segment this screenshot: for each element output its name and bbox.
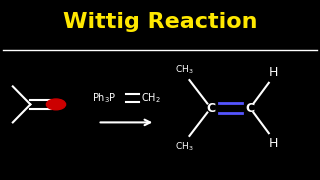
Text: Wittig Reaction: Wittig Reaction: [63, 12, 257, 32]
Text: CH$_3$: CH$_3$: [175, 63, 193, 76]
Text: CH$_2$: CH$_2$: [140, 91, 160, 105]
Text: C: C: [245, 102, 254, 114]
Text: Ph$_3$P: Ph$_3$P: [92, 91, 116, 105]
Text: CH$_3$: CH$_3$: [175, 140, 193, 153]
Text: C: C: [207, 102, 216, 114]
Circle shape: [46, 99, 66, 110]
Text: H: H: [269, 137, 278, 150]
Text: H: H: [269, 66, 278, 79]
